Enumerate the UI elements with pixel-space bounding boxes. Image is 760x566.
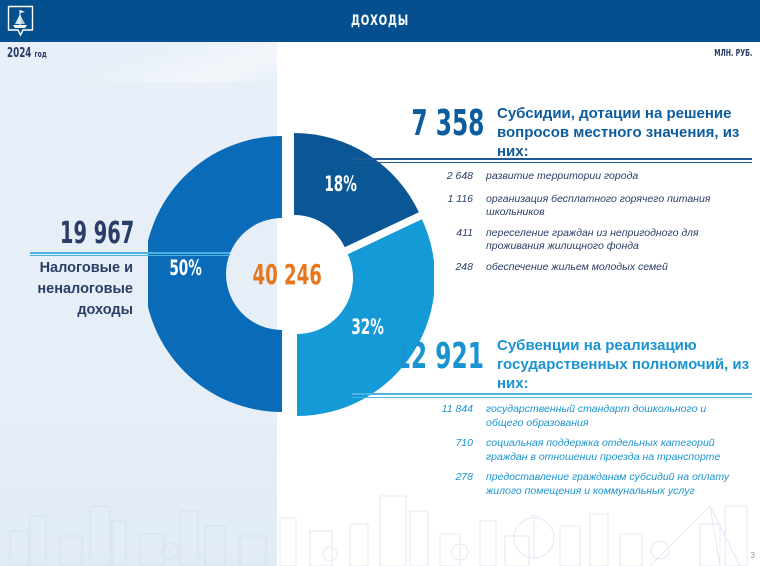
subsidies-percent: 18%: [324, 172, 357, 196]
item-text: обеспечение жильем молодых семей: [486, 260, 668, 273]
year-number: 2024: [7, 46, 32, 61]
item-text: переселение граждан из непригодного для …: [486, 226, 699, 253]
year-suffix: год: [34, 50, 47, 60]
list-item: 278 предоставление гражданам субсидий на…: [400, 471, 760, 498]
tax-label: Налоговые и неналоговые доходы: [37, 260, 133, 318]
item-value: 278: [455, 471, 473, 483]
subventions-list: 11 844 государственный стандарт дошкольн…: [400, 403, 760, 505]
list-item: 710 социальная поддержка отдельных катег…: [400, 437, 760, 464]
item-text: государственный стандарт дошкольного и о…: [486, 403, 707, 429]
donut-segment-subventions: [297, 219, 434, 416]
item-value: 411: [456, 226, 473, 239]
subventions-percent: 32%: [351, 315, 384, 339]
item-value: 11 844: [441, 403, 473, 415]
subventions-heading: Субвенции на реализацию государственных …: [497, 337, 750, 392]
subsidies-value: 7 358: [410, 103, 484, 144]
list-item: 11 844 государственный стандарт дошкольн…: [400, 403, 760, 430]
donut-segment-subsidies: [294, 133, 419, 248]
page-number: 3: [750, 551, 755, 560]
tax-percent: 50%: [169, 256, 202, 280]
item-value: 1 116: [447, 192, 474, 205]
subsidies-list: 2 648 развитие территории города 1 116 о…: [400, 170, 760, 281]
subventions-value: 12 921: [394, 336, 484, 377]
list-item: 411 переселение граждан из непригодного …: [400, 227, 760, 254]
tax-value: 19 967: [59, 216, 134, 251]
year-label: 2024 год: [7, 46, 47, 61]
item-text: предоставление гражданам субсидий на опл…: [486, 471, 730, 497]
item-text: организация бесплатного горячего питания…: [486, 192, 711, 219]
total-value: 40 246: [252, 258, 322, 291]
page-title: ДОХОДЫ: [350, 13, 410, 29]
item-text: развитие территории города: [486, 170, 639, 182]
donut-chart: [148, 133, 434, 416]
units-label: МЛН. РУБ.: [713, 48, 752, 59]
subventions-connector-line: [352, 393, 752, 398]
donut-segment-tax: [148, 136, 282, 412]
item-value: 2 648: [446, 170, 473, 182]
tax-connector-line: [30, 252, 230, 256]
header-bar: ДОХОДЫ: [0, 0, 760, 42]
list-item: 1 116 организация бесплатного горячего п…: [400, 193, 760, 220]
subsidies-connector-line: [352, 158, 752, 163]
subsidies-heading: Субсидии, дотации на решение вопросов ме…: [497, 105, 740, 160]
list-item: 248 обеспечение жильем молодых семей: [400, 261, 760, 275]
item-value: 710: [455, 437, 473, 449]
item-value: 248: [455, 260, 473, 273]
city-coat-of-arms-icon: [7, 5, 34, 37]
item-text: социальная поддержка отдельных категорий…: [486, 437, 721, 463]
list-item: 2 648 развитие территории города: [400, 170, 760, 184]
city-skyline-decoration: [9, 495, 748, 566]
